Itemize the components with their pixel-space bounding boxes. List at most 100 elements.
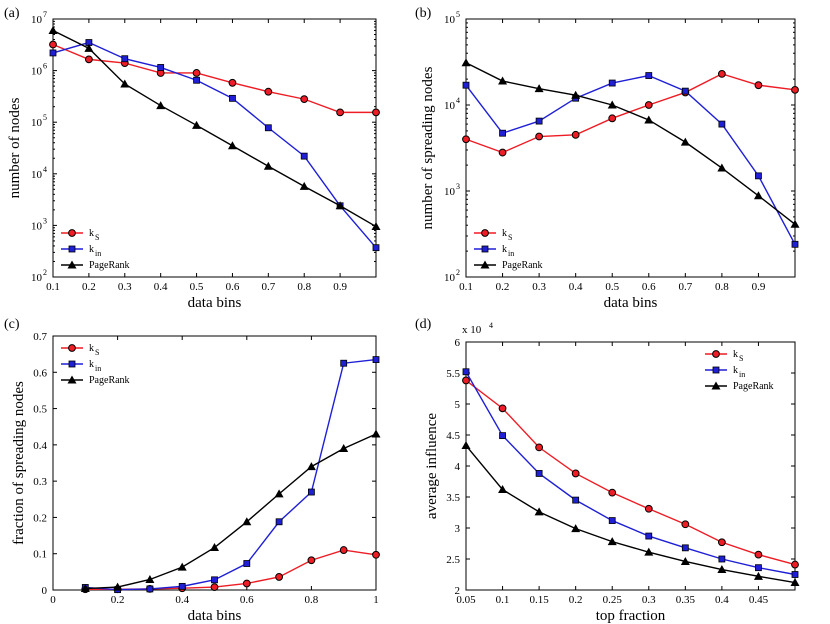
data-point bbox=[753, 571, 763, 580]
x-axis-label: top fraction bbox=[596, 608, 666, 624]
legend-label-subscript: S bbox=[95, 348, 99, 357]
data-point bbox=[340, 359, 348, 367]
series-line bbox=[465, 379, 796, 566]
data-point bbox=[608, 79, 616, 87]
data-point bbox=[644, 504, 653, 513]
legend-marker bbox=[481, 229, 489, 237]
series-line bbox=[465, 73, 796, 154]
data-point bbox=[264, 124, 272, 132]
data-point bbox=[372, 356, 380, 363]
data-point bbox=[84, 55, 93, 64]
data-point bbox=[607, 537, 617, 546]
y-tick-exponent: 5 bbox=[43, 113, 47, 122]
y-tick-label: 10 bbox=[31, 117, 43, 129]
data-point bbox=[499, 432, 506, 440]
legend-label: k bbox=[89, 228, 94, 239]
series-kin bbox=[49, 39, 380, 252]
data-point bbox=[755, 172, 762, 180]
data-point bbox=[372, 244, 380, 252]
data-point bbox=[156, 101, 166, 110]
plot-frame bbox=[465, 18, 796, 278]
data-point bbox=[790, 578, 800, 587]
data-point bbox=[645, 532, 653, 540]
data-point bbox=[681, 520, 690, 529]
legend-label: k bbox=[733, 349, 738, 360]
data-point bbox=[535, 132, 544, 141]
data-point bbox=[307, 556, 316, 565]
data-point bbox=[534, 507, 544, 516]
series-pagerank bbox=[461, 441, 800, 587]
data-point bbox=[717, 565, 727, 574]
data-point bbox=[242, 579, 251, 588]
data-point bbox=[157, 64, 165, 71]
data-point bbox=[754, 550, 763, 559]
y-tick-label: 0.6 bbox=[33, 367, 47, 379]
data-point bbox=[210, 543, 219, 552]
legend-label: k bbox=[89, 244, 94, 255]
panel-label: (d) bbox=[415, 317, 432, 332]
data-point bbox=[263, 161, 273, 170]
x-tick-label: 0.45 bbox=[749, 594, 769, 606]
data-point bbox=[192, 69, 201, 77]
y-tick-label: 5.5 bbox=[446, 368, 460, 380]
data-point bbox=[680, 556, 690, 565]
y-tick-label: 6 bbox=[455, 337, 461, 349]
y-tick-label: 0.3 bbox=[33, 476, 47, 488]
y-tick-label: 4.5 bbox=[446, 430, 460, 442]
legend-marker bbox=[712, 350, 720, 358]
x-tick-label: 0.15 bbox=[529, 594, 549, 606]
panel-label: (b) bbox=[415, 6, 432, 21]
series-pagerank bbox=[461, 58, 800, 228]
data-point bbox=[49, 49, 57, 57]
x-tick-label: 0.8 bbox=[715, 281, 729, 293]
data-point bbox=[718, 555, 726, 563]
y-tick-label: 10 bbox=[31, 14, 43, 26]
legend-label: PageRank bbox=[89, 260, 130, 271]
series-line bbox=[465, 371, 796, 576]
y-tick-exponent: 4 bbox=[43, 165, 47, 174]
data-point bbox=[791, 571, 799, 578]
x-tick-label: 0.2 bbox=[111, 594, 125, 606]
data-point bbox=[680, 137, 690, 146]
data-point bbox=[462, 376, 470, 385]
panel-d: 0.05 0.1 0.15 0.2 0.25 0.3 0.35 0.4 0.45 2 2.5 3 3.5… bbox=[415, 317, 800, 624]
x-tick-label: 0.4 bbox=[175, 594, 189, 606]
y-tick-exponent: 6 bbox=[43, 62, 47, 71]
data-point bbox=[264, 87, 273, 96]
data-point bbox=[462, 368, 470, 376]
data-point bbox=[84, 43, 94, 52]
series-line bbox=[85, 433, 377, 590]
data-point bbox=[498, 148, 507, 157]
data-point bbox=[275, 518, 283, 526]
x-tick-label: 0.8 bbox=[297, 281, 311, 293]
y-multiplier: x 10 bbox=[462, 324, 482, 336]
data-point bbox=[571, 130, 580, 139]
data-point bbox=[717, 69, 726, 78]
data-point bbox=[243, 560, 251, 567]
data-point bbox=[535, 117, 543, 125]
data-point bbox=[462, 81, 470, 89]
panel-label: (a) bbox=[4, 6, 20, 21]
data-point bbox=[717, 163, 727, 172]
data-point bbox=[681, 87, 689, 95]
plot-frame bbox=[52, 18, 377, 278]
data-point bbox=[371, 429, 381, 438]
data-point bbox=[644, 547, 654, 556]
data-point bbox=[535, 443, 544, 452]
data-point bbox=[791, 560, 799, 569]
data-point bbox=[228, 78, 237, 87]
y-tick-exponent: 2 bbox=[43, 268, 47, 277]
data-point bbox=[274, 489, 284, 498]
series-line bbox=[465, 445, 796, 584]
data-point bbox=[644, 101, 653, 109]
x-tick-label: 0.4 bbox=[715, 594, 729, 606]
data-point bbox=[339, 546, 348, 554]
x-tick-label: 0.3 bbox=[642, 594, 656, 606]
data-point bbox=[120, 79, 130, 88]
x-tick-label: 0.3 bbox=[532, 281, 546, 293]
x-tick-label: 0.4 bbox=[154, 281, 168, 293]
x-tick-label: 0.5 bbox=[605, 281, 619, 293]
data-point bbox=[146, 585, 154, 593]
data-point bbox=[307, 488, 315, 496]
